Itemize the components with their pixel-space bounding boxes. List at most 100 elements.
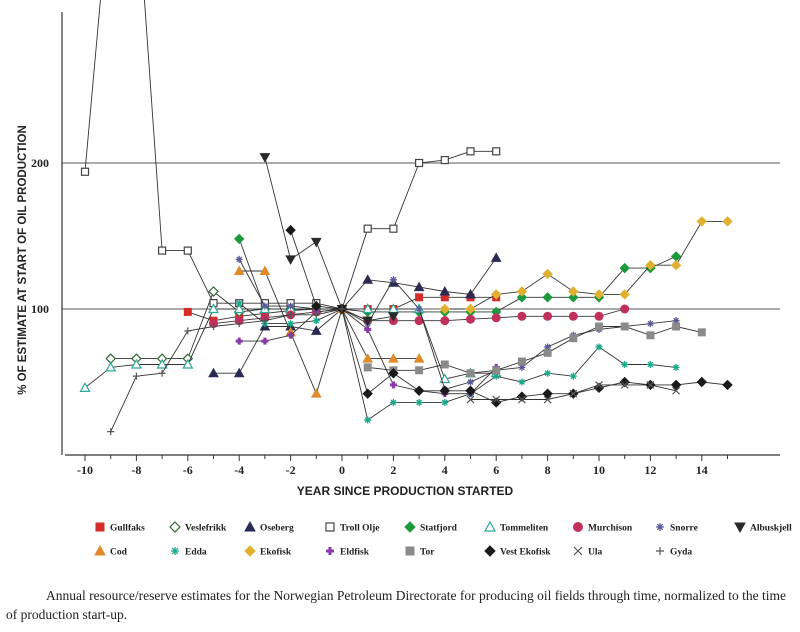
x-tick-label: 12 [644, 463, 656, 477]
data-point [544, 369, 552, 377]
data-point [542, 388, 553, 399]
data-point [233, 303, 245, 314]
data-point [465, 303, 476, 315]
data-point [490, 397, 502, 408]
data-point [517, 357, 526, 366]
x-tick-label: 8 [545, 463, 551, 477]
data-point [722, 216, 733, 227]
data-point [287, 302, 295, 310]
data-point [440, 360, 449, 369]
data-point [569, 389, 578, 398]
data-point [491, 313, 501, 323]
data-point [208, 367, 219, 378]
legend-marker [734, 522, 746, 534]
data-point [364, 416, 372, 424]
data-point [465, 288, 476, 299]
data-point [413, 281, 425, 292]
legend-label: Oseberg [260, 524, 294, 534]
data-point [543, 348, 552, 357]
data-point [672, 363, 680, 371]
legend-item: Veslefrikk [169, 521, 227, 534]
data-point [569, 334, 578, 343]
data-point [595, 380, 603, 389]
data-point [619, 376, 630, 388]
figure-caption: Annual resource/reserve estimates for th… [6, 588, 787, 622]
data-point [542, 292, 553, 303]
legend-item: Edda [171, 547, 207, 558]
legend-marker [573, 546, 583, 556]
legend-item: Snorre [656, 523, 698, 534]
data-point [413, 353, 425, 363]
x-tick-label: 2 [390, 463, 396, 477]
data-point [130, 358, 142, 369]
data-point [466, 369, 475, 378]
data-point [80, 167, 90, 176]
data-point [261, 317, 269, 325]
legend-label: Ula [588, 548, 603, 558]
series-tor [363, 322, 706, 378]
series-line [238, 302, 677, 421]
data-point [516, 286, 528, 297]
data-point [310, 237, 322, 248]
data-point [310, 325, 322, 335]
legend-marker [94, 544, 106, 556]
data-point [594, 311, 604, 321]
x-tick-label: 4 [442, 463, 448, 477]
legend-marker [244, 545, 256, 557]
data-point [672, 386, 681, 395]
data-point [389, 398, 397, 406]
data-point [517, 395, 526, 404]
x-tick-label: -10 [77, 463, 93, 477]
data-point [338, 305, 346, 313]
data-point [569, 372, 577, 380]
data-point [415, 158, 424, 168]
legend-marker [326, 547, 334, 555]
data-point [670, 379, 682, 391]
legend-label: Tor [420, 548, 435, 558]
series-line [264, 157, 394, 322]
data-point [696, 216, 708, 227]
x-tick-label: 10 [593, 463, 605, 477]
data-point [465, 385, 476, 396]
legend-item: Eldfisk [326, 547, 370, 558]
series-line [290, 230, 728, 403]
legend-item: Murchison [573, 522, 633, 534]
data-point [310, 388, 322, 398]
data-point [362, 388, 373, 399]
data-point [517, 311, 527, 321]
gridlines [62, 162, 780, 310]
data-point [415, 305, 423, 313]
data-point [183, 307, 192, 316]
legend-label: Snorre [670, 524, 698, 534]
data-point [543, 311, 553, 321]
data-point [235, 320, 243, 328]
series-statfjord [233, 233, 682, 318]
data-point [619, 262, 630, 274]
data-point [543, 395, 552, 404]
legend-item: Oseberg [244, 520, 294, 534]
data-point [79, 382, 91, 392]
legend-label: Gyda [670, 548, 692, 558]
data-point [492, 372, 500, 380]
data-point [593, 289, 605, 300]
legend-marker [484, 545, 496, 557]
data-point [261, 337, 269, 345]
data-point [388, 353, 399, 363]
data-point [492, 147, 501, 156]
data-point [620, 380, 629, 389]
data-point [466, 147, 475, 156]
data-point [362, 274, 374, 284]
data-point [210, 323, 217, 331]
legend: Gullfaks Veslefrikk Oseberg Troll Olje Statf… [94, 520, 792, 558]
data-point [312, 317, 320, 325]
data-point [363, 224, 372, 233]
data-point [184, 327, 192, 335]
x-tick-label: -2 [286, 463, 296, 477]
legend-item: Ekofisk [244, 545, 292, 558]
data-point [388, 312, 399, 322]
data-point [440, 316, 450, 326]
legend-marker [405, 546, 415, 556]
data-point [620, 322, 629, 331]
data-point [364, 325, 372, 333]
